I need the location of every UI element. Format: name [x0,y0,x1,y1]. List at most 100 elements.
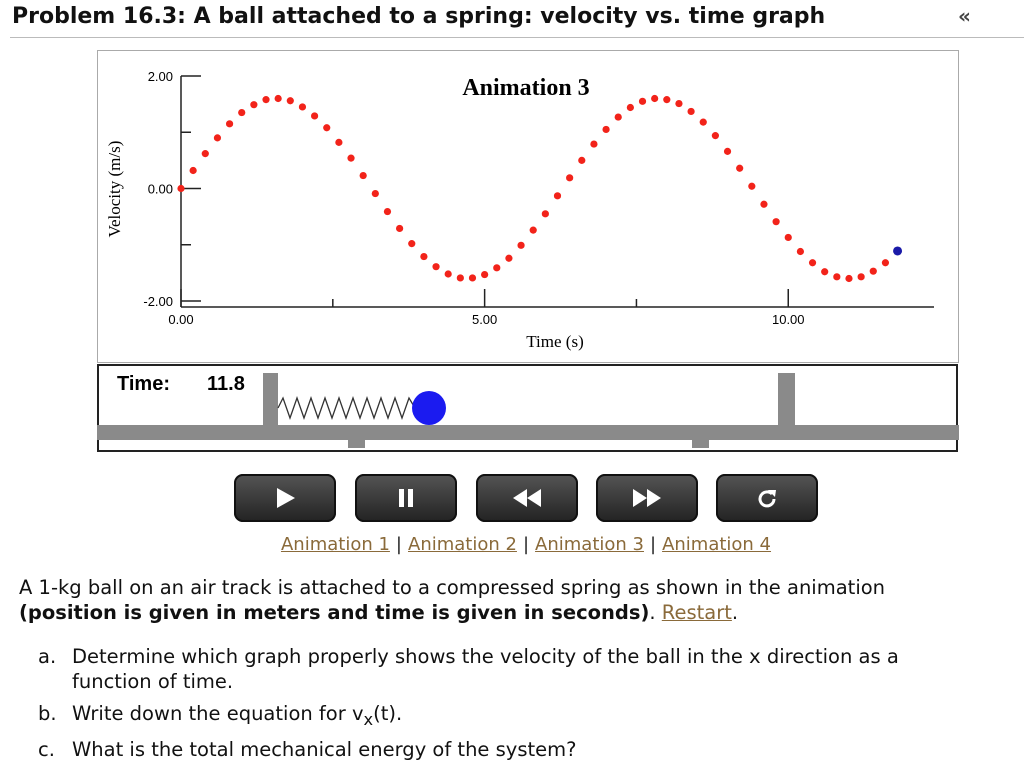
data-point [517,241,525,249]
y-tick-label: 2.00 [148,69,173,84]
animation-links: Animation 1 | Animation 2 | Animation 3 | Anim… [0,534,1024,555]
data-point [323,124,331,132]
rewind-icon [513,489,541,507]
data-point [736,164,744,172]
data-point [881,259,890,267]
data-point [383,207,392,216]
punct: . [731,601,739,624]
chart: Animation 3 Time (s) Velocity (m/s) 2.00… [105,69,934,351]
data-point [553,192,562,200]
data-point [602,125,610,134]
intro-bold: (position is given in meters and time is… [19,601,650,624]
animation-panel: Time: 11.8 [97,364,959,452]
data-point [298,103,307,111]
data-point [177,184,185,193]
animation-link[interactable]: Animation 2 [408,534,517,555]
y-tick-label: -2.00 [143,294,173,309]
intro: A 1-kg ball on an air track is attached … [19,576,886,599]
data-point [638,97,647,105]
page-title: Problem 16.3: A ball attached to a sprin… [12,4,826,29]
x-tick-label: 5.00 [472,312,497,327]
data-point [359,171,367,180]
intro-text: A 1-kg ball on an air track is attached … [19,575,1009,625]
data-point [699,118,707,126]
animation-link[interactable]: Animation 3 [535,534,644,555]
data-point [566,174,574,182]
rewind-button[interactable] [476,474,578,522]
subscript: x [363,709,374,729]
data-point [833,273,841,281]
data-point [189,166,197,175]
data-point [784,233,792,242]
left-wall [263,373,278,425]
forward-button[interactable] [596,474,698,522]
link-separator: | [649,534,657,555]
data-point [845,274,853,283]
question-marker: a. [38,645,57,668]
question-text: Determine which graph properly shows the… [72,645,899,693]
data-point [347,154,355,162]
reset-icon [758,490,776,508]
restart-link[interactable]: Restart [661,601,732,624]
time-value: 11.8 [207,373,245,395]
data-point [262,96,270,104]
data-point [274,94,282,103]
play-icon [277,488,295,508]
air-track [97,425,959,440]
x-axis-label: Time (s) [526,332,583,351]
data-point [796,247,805,256]
data-point [857,273,865,281]
data-point [711,132,719,140]
reset-button[interactable] [716,474,818,522]
data-point [663,96,671,104]
data-point [808,259,817,267]
data-point [493,264,501,272]
data-point [371,189,379,198]
data-point [250,101,258,109]
animation-link[interactable]: Animation 1 [280,534,390,555]
link-separator: | [522,534,530,555]
pause-button[interactable] [355,474,457,522]
data-point [432,263,440,271]
question-text: What is the total mechanical energy of t… [72,738,577,761]
animation-link[interactable]: Animation 4 [662,534,772,555]
data-point [420,252,428,261]
x-tick-label: 0.00 [168,312,193,327]
question-marker: b. [38,702,57,725]
data-point [310,112,319,120]
x-tick-label: 10.00 [772,312,805,327]
question-text-part: (t). [373,702,403,725]
data-point [651,94,659,103]
data-point [396,224,404,233]
link-separator: | [395,534,402,555]
data-point [335,138,343,146]
right-wall [778,373,795,425]
question-marker: c. [38,738,55,761]
data-point [723,147,732,155]
data-point [614,113,622,121]
data-point [541,210,549,218]
data-point [529,226,537,234]
current-point [893,246,903,256]
nav-back[interactable]: « [958,4,971,28]
data-point [760,200,768,208]
play-button[interactable] [234,474,336,522]
data-point [505,254,513,262]
data-point [444,270,452,278]
data-point [626,103,634,112]
question-text-part: Write down the equation for v [72,702,364,725]
data-point [590,140,598,148]
question-text: Write down the equation for vx(t). [72,701,972,732]
data-point [238,108,246,117]
spring [277,396,416,420]
data-point [201,150,209,158]
data-point [468,274,477,282]
data-point [687,107,695,116]
ball [412,391,446,425]
forward-icon [633,489,661,507]
divider [10,37,1024,38]
track-support [348,440,365,448]
data-point [772,218,780,226]
y-axis-label: Velocity (m/s) [105,141,124,238]
